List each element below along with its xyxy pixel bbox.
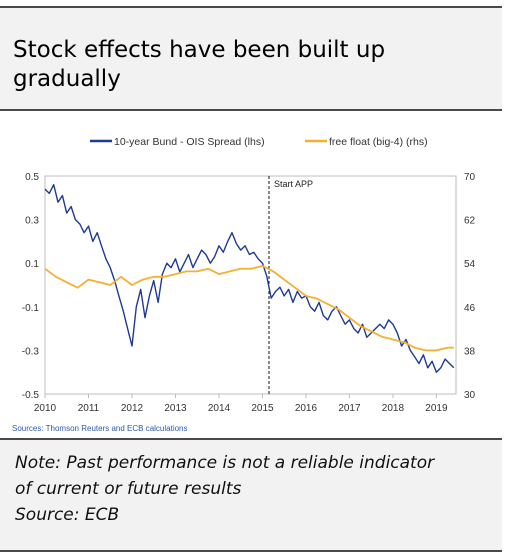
plot-frame bbox=[44, 175, 457, 395]
chart-area: 10-year Bund - OIS Spread (lhs) free flo… bbox=[0, 120, 506, 436]
x-axis-tick-label: 2014 bbox=[208, 403, 231, 414]
right-axis-tick-label: 38 bbox=[464, 346, 476, 357]
legend-label-bund-ois: 10-year Bund - OIS Spread (lhs) bbox=[114, 136, 265, 148]
legend: 10-year Bund - OIS Spread (lhs) free flo… bbox=[90, 136, 428, 148]
right-axis-tick-label: 70 bbox=[464, 172, 476, 183]
legend-label-free-float: free float (big-4) (rhs) bbox=[329, 136, 428, 148]
x-axis-tick-label: 2018 bbox=[382, 403, 405, 414]
x-axis-tick-label: 2010 bbox=[34, 403, 57, 414]
series-line-bund-ois bbox=[44, 184, 455, 373]
x-axis-tick-label: 2013 bbox=[164, 403, 187, 414]
note-line-3: Source: ECB bbox=[15, 505, 120, 525]
left-axis-tick-label: 0.5 bbox=[25, 172, 39, 183]
start-app-label: Start APP bbox=[274, 179, 313, 189]
left-axis-tick-label: -0.3 bbox=[22, 346, 40, 357]
right-axis-tick-label: 46 bbox=[464, 303, 476, 314]
x-axis-tick-label: 2011 bbox=[78, 403, 100, 414]
title-box: Stock effects have been built up gradual… bbox=[0, 6, 502, 111]
x-axis-tick-label: 2015 bbox=[251, 403, 274, 414]
note-line-1: Note: Past performance is not a reliable… bbox=[15, 453, 435, 473]
right-axis-tick-label: 62 bbox=[464, 216, 476, 227]
note-box: Note: Past performance is not a reliable… bbox=[0, 438, 502, 552]
left-axis-tick-label: 0.3 bbox=[25, 216, 39, 227]
right-axis-ticks: 70 62 54 46 38 30 bbox=[464, 172, 476, 401]
x-axis-tick-label: 2016 bbox=[295, 403, 318, 414]
left-axis-ticks: 0.5 0.3 0.1 -0.1 -0.3 -0.5 bbox=[22, 172, 40, 401]
x-axis-tick-label: 2017 bbox=[338, 403, 361, 414]
left-axis-tick-label: 0.1 bbox=[25, 259, 39, 270]
x-axis-ticks: 2010 2011 2012 2013 2014 2015 2016 2017 2018 2019 bbox=[34, 394, 448, 414]
chart-title-line-2: gradually bbox=[13, 66, 121, 92]
left-axis-tick-label: -0.1 bbox=[22, 303, 40, 314]
series-line-free-float bbox=[44, 265, 454, 352]
source-text: Sources: Thomson Reuters and ECB calcula… bbox=[12, 424, 188, 433]
note-text: Note: Past performance is not a reliable… bbox=[15, 450, 495, 528]
x-axis-tick-label: 2012 bbox=[121, 403, 144, 414]
chart-title: Stock effects have been built up gradual… bbox=[13, 36, 483, 94]
chart-svg: 10-year Bund - OIS Spread (lhs) free flo… bbox=[12, 136, 476, 433]
x-axis-tick-label: 2019 bbox=[425, 403, 448, 414]
left-axis-tick-label: -0.5 bbox=[22, 390, 40, 401]
right-axis-tick-label: 30 bbox=[464, 390, 476, 401]
chart-title-line-1: Stock effects have been built up bbox=[13, 37, 386, 63]
note-line-2: of current or future results bbox=[15, 479, 242, 499]
right-axis-tick-label: 54 bbox=[464, 259, 476, 270]
